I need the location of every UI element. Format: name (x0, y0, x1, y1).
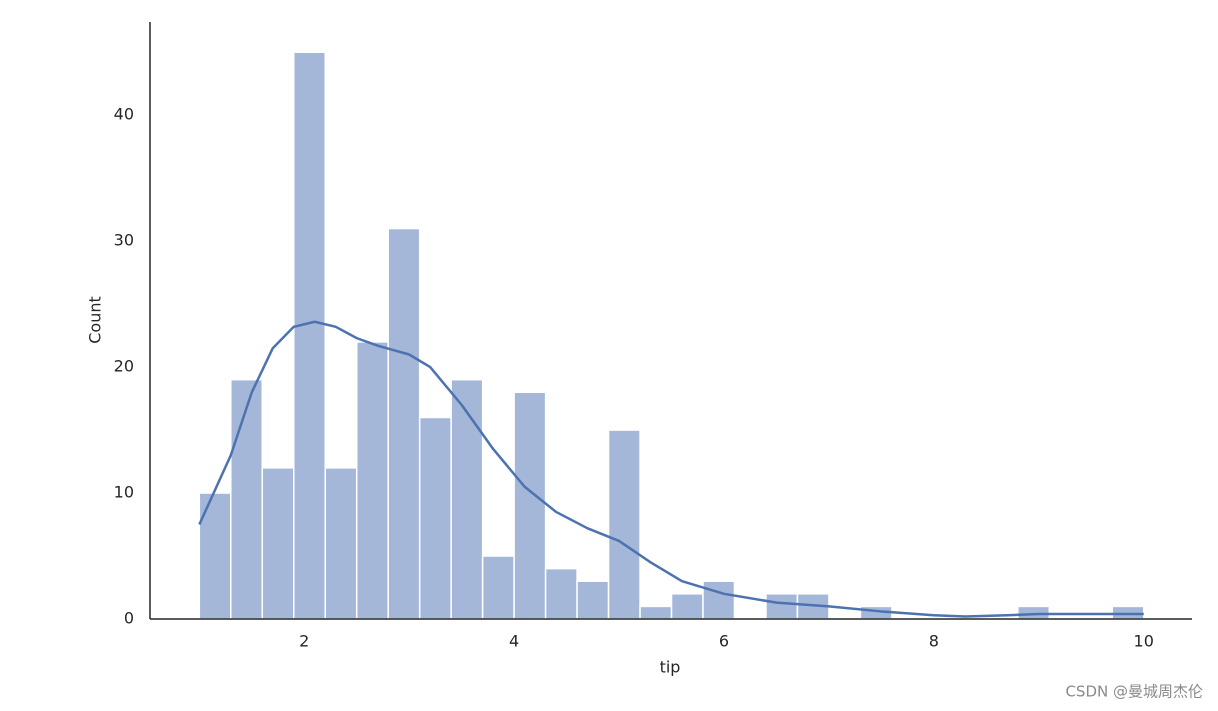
bar (639, 605, 673, 620)
bar (702, 580, 736, 620)
y-tick-label: 30 (114, 231, 134, 250)
bar (481, 555, 515, 620)
bar (261, 467, 295, 620)
bar (576, 580, 610, 620)
x-tick-label: 8 (929, 632, 939, 651)
x-axis-label: tip (660, 658, 681, 677)
bar (450, 378, 484, 620)
bar (230, 378, 264, 620)
bar (1017, 605, 1051, 620)
x-tick-label: 4 (509, 632, 519, 651)
x-tick-label: 6 (719, 632, 729, 651)
bar (544, 567, 578, 620)
bar (418, 416, 452, 620)
bar (670, 593, 704, 620)
y-axis-label: Count (86, 296, 105, 344)
y-tick-label: 20 (114, 357, 134, 376)
bar (513, 391, 547, 620)
bar (1111, 605, 1145, 620)
bar (387, 227, 421, 620)
bar (324, 467, 358, 620)
bar (355, 341, 389, 620)
x-tick-label: 2 (299, 632, 309, 651)
kde-line (198, 320, 1144, 618)
bar (765, 593, 799, 620)
watermark: CSDN @曼城周杰伦 (1065, 683, 1203, 701)
bar (607, 429, 641, 620)
y-tick-label: 10 (114, 483, 134, 502)
y-tick-label: 0 (124, 609, 134, 628)
x-tick-label: 10 (1134, 632, 1154, 651)
bar (293, 51, 326, 620)
y-tick-label: 40 (114, 105, 134, 124)
